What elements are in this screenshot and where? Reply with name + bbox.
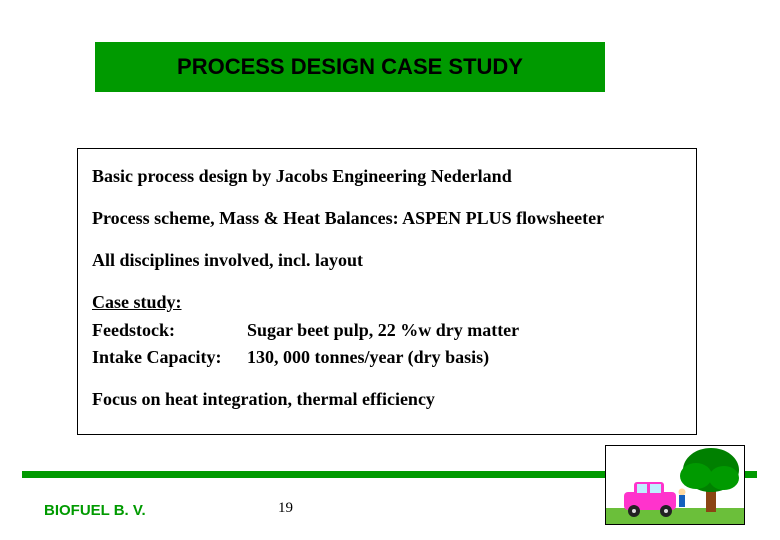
intake-key: Intake Capacity:: [92, 344, 247, 372]
person-head: [679, 489, 686, 496]
feedstock-key: Feedstock:: [92, 317, 247, 345]
intake-value: 130, 000 tonnes/year (dry basis): [247, 344, 682, 372]
content-line-3: All disciplines involved, incl. layout: [92, 247, 682, 275]
feedstock-row: Feedstock: Sugar beet pulp, 22 %w dry ma…: [92, 317, 682, 345]
intake-row: Intake Capacity: 130, 000 tonnes/year (d…: [92, 344, 682, 372]
clipart-svg: [606, 446, 745, 525]
car-window-1: [637, 484, 647, 493]
footer-company: BIOFUEL B. V.: [44, 502, 146, 519]
case-study-label: Case study:: [92, 292, 182, 312]
page-number: 19: [278, 500, 293, 517]
ground-shape: [606, 508, 745, 525]
focus-line: Focus on heat integration, thermal effic…: [92, 386, 682, 414]
content-box: Basic process design by Jacobs Engineeri…: [77, 148, 697, 435]
slide-title-bar: PROCESS DESIGN CASE STUDY: [95, 42, 605, 92]
car-hub-2: [664, 509, 668, 513]
content-line-2: Process scheme, Mass & Heat Balances: AS…: [92, 205, 682, 233]
car-window-2: [650, 484, 661, 493]
tree-canopy-shape-3: [709, 466, 739, 490]
content-line-1: Basic process design by Jacobs Engineeri…: [92, 163, 682, 191]
slide-title: PROCESS DESIGN CASE STUDY: [177, 54, 523, 80]
person-body: [679, 495, 685, 507]
car-hub-1: [632, 509, 636, 513]
car-tree-clipart: [605, 445, 745, 525]
feedstock-value: Sugar beet pulp, 22 %w dry matter: [247, 317, 682, 345]
tree-canopy-shape-2: [680, 463, 712, 489]
